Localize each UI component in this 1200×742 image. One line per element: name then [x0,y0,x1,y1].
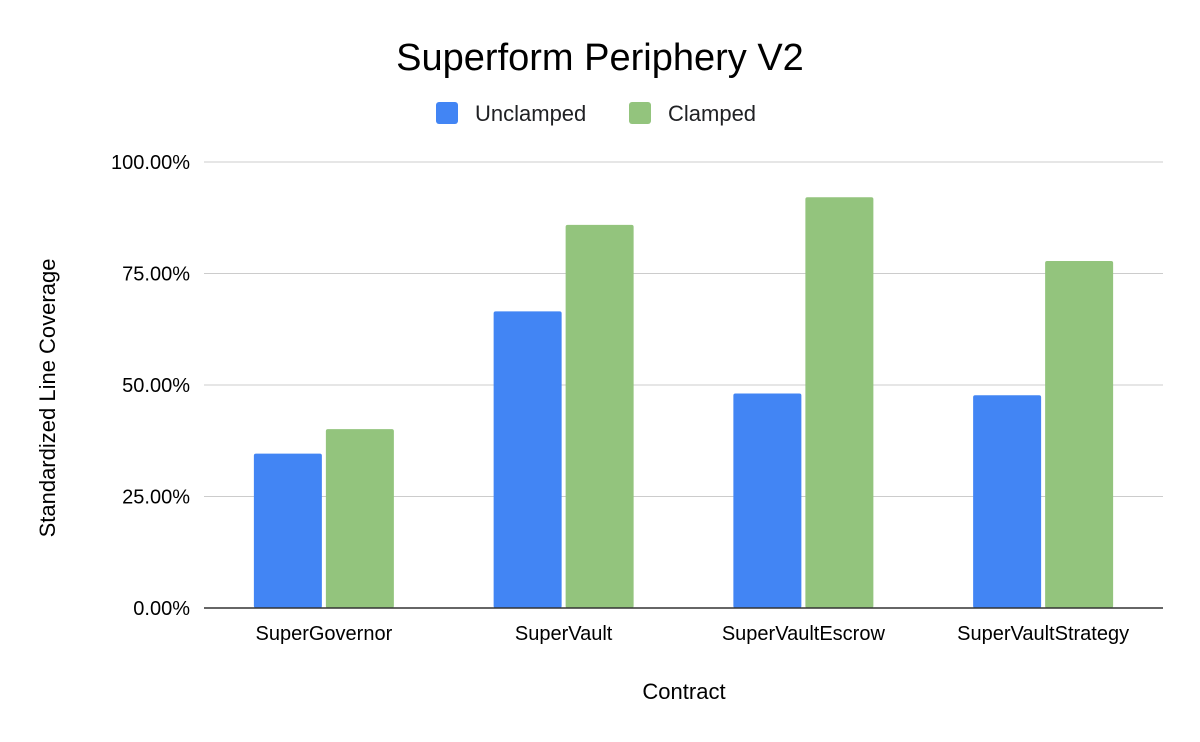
x-axis-ticks: SuperGovernor SuperVault SuperVaultEscrow S… [256,623,1130,645]
legend-swatch-unclamped [436,102,458,124]
bar-unclamped-supervault [493,311,562,608]
x-axis-title: Contract [642,679,725,704]
legend: Unclamped Clamped [436,101,756,126]
legend-label-unclamped: Unclamped [475,101,586,126]
bar-unclamped-supervaultescrow [733,393,802,608]
y-tick-label: 75.00% [122,264,190,286]
y-tick-label: 50.00% [122,375,190,397]
legend-swatch-clamped [629,102,651,124]
bar-clamped-supervaultstrategy [1045,261,1114,608]
y-tick-label: 25.00% [122,487,190,509]
legend-label-clamped: Clamped [668,101,756,126]
y-tick-label: 0.00% [133,598,190,620]
bar-clamped-supervaultescrow [805,197,874,608]
bars [204,197,1163,609]
x-tick-label: SuperGovernor [256,623,393,645]
y-axis-ticks: 0.00% 25.00% 50.00% 75.00% 100.00% [111,152,190,620]
y-axis-title: Standardized Line Coverage [35,259,60,538]
bar-unclamped-supergovernor [253,453,322,608]
y-tick-label: 100.00% [111,152,190,174]
chart-title: Superform Periphery V2 [396,37,804,79]
x-tick-label: SuperVault [515,623,613,645]
x-tick-label: SuperVaultEscrow [722,623,886,645]
bar-clamped-supervault [565,224,634,609]
bar-unclamped-supervaultstrategy [973,395,1042,608]
bar-clamped-supergovernor [325,429,394,608]
x-tick-label: SuperVaultStrategy [957,623,1129,645]
